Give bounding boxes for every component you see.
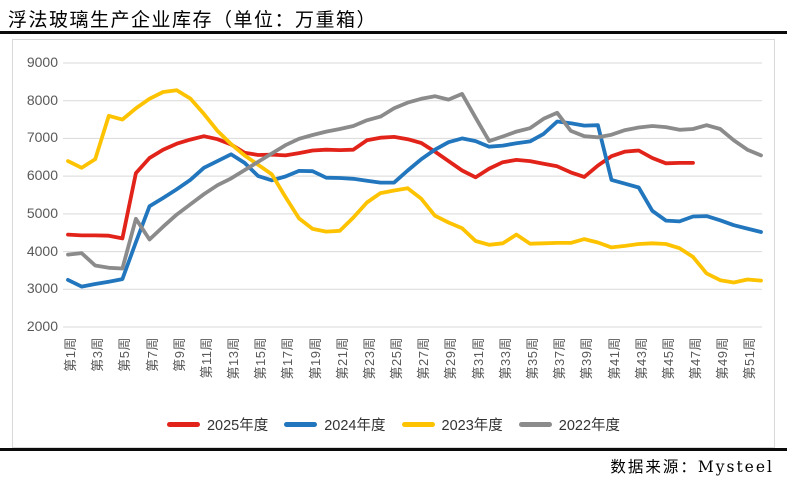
y-axis-tick-label: 3000 <box>26 280 58 297</box>
line-chart-plot-area <box>63 62 763 328</box>
page-title: 浮法玻璃生产企业库存（单位：万重箱） <box>8 9 378 31</box>
y-axis-tick-label: 5000 <box>26 204 58 221</box>
legend-item-2024年度: 2024年度 <box>284 414 386 435</box>
legend-label: 2023年度 <box>441 417 503 434</box>
x-axis-tick-label: 第45周 <box>660 337 676 380</box>
data-source-label: 数据来源：Mysteel <box>610 458 774 476</box>
x-axis-tick-label: 第35周 <box>524 337 540 380</box>
legend-label: 2025年度 <box>206 417 269 434</box>
footer-divider-rule <box>0 448 787 451</box>
x-axis-tick-label: 第31周 <box>470 337 486 380</box>
x-axis-tick-label: 第1周 <box>63 337 78 372</box>
x-axis-tick-label: 第15周 <box>253 337 269 380</box>
x-axis-tick-label: 第21周 <box>334 337 350 380</box>
x-axis-tick-label: 第9周 <box>171 337 187 372</box>
y-axis-tick-label: 4000 <box>26 242 58 259</box>
x-axis-tick-label: 第43周 <box>633 337 649 380</box>
x-axis-tick-label: 第51周 <box>742 337 758 380</box>
y-axis-tick-label: 6000 <box>26 167 58 184</box>
series-line-2025年度 <box>66 134 695 241</box>
x-axis-tick-label: 第5周 <box>117 337 133 372</box>
legend-line-swatch <box>518 421 552 427</box>
x-axis-tick-label: 第13周 <box>226 337 242 380</box>
x-axis-tick-label: 第29周 <box>443 337 459 380</box>
x-axis-tick-label: 第27周 <box>416 337 432 380</box>
legend-item-2023年度: 2023年度 <box>401 414 503 435</box>
x-axis-tick-label: 第47周 <box>688 337 704 380</box>
series-line-2024年度 <box>66 119 763 289</box>
x-axis-tick-label: 第41周 <box>606 337 622 380</box>
x-axis-tick-label: 第23周 <box>361 337 377 380</box>
x-axis-tick-label: 第25周 <box>389 337 405 380</box>
legend-item-2022年度: 2022年度 <box>518 414 621 435</box>
y-axis-tick-label: 2000 <box>26 318 58 334</box>
legend-item-2025年度: 2025年度 <box>166 414 269 435</box>
y-axis-tick-label: 7000 <box>26 129 58 146</box>
x-axis-tick-label: 第33周 <box>497 337 513 380</box>
x-axis-tick-label: 第39周 <box>579 337 595 380</box>
x-axis-tick-label: 第37周 <box>552 337 568 380</box>
legend-label: 2022年度 <box>558 417 621 434</box>
x-axis-tick-label: 第7周 <box>144 337 160 372</box>
legend-line-swatch <box>284 421 318 427</box>
legend-label: 2024年度 <box>324 417 386 434</box>
y-axis-tick-label: 8000 <box>26 91 58 108</box>
series-line-2022年度 <box>66 92 763 271</box>
y-axis-tick-label: 9000 <box>26 54 58 70</box>
title-divider-rule <box>0 31 787 34</box>
x-axis-tick-label: 第17周 <box>280 337 296 380</box>
x-axis-tick-label: 第3周 <box>90 337 106 372</box>
series-line-2023年度 <box>66 88 763 285</box>
x-axis-tick-label: 第11周 <box>198 337 214 379</box>
legend-line-swatch <box>401 421 435 427</box>
chart-legend: 2025年度 2024年度 2023年度 2022年度 <box>0 414 787 434</box>
legend-line-swatch <box>166 421 200 427</box>
x-axis-tick-label: 第49周 <box>715 337 731 380</box>
x-axis-tick-label: 第19周 <box>307 337 323 380</box>
